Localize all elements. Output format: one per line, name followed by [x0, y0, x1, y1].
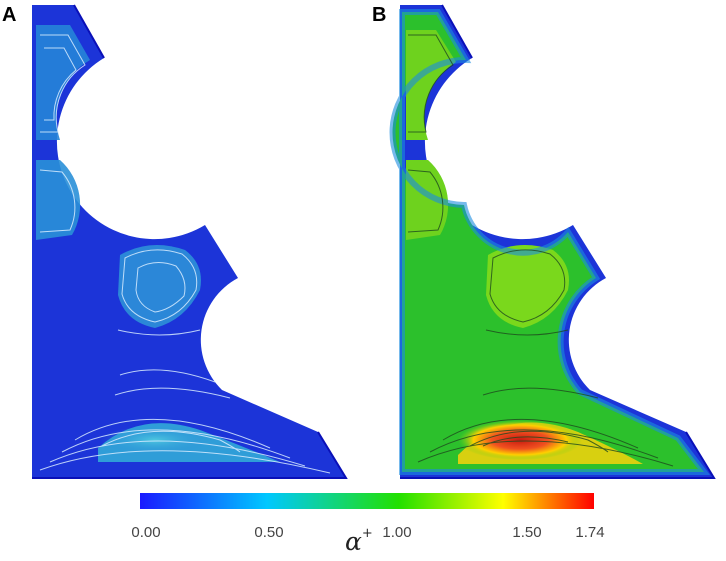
panel-a-field — [32, 4, 348, 479]
colorbar-tick-1: 0.50 — [254, 524, 284, 541]
panel-b-label: B — [372, 4, 387, 26]
colorbar-title: α+ — [345, 525, 373, 556]
panel-b-field — [389, 4, 716, 479]
colorbar-tick-0: 0.00 — [131, 524, 161, 541]
colorbar-tick-3: 1.50 — [512, 524, 542, 541]
colorbar-tick-4: 1.74 — [575, 524, 605, 541]
colorbar — [140, 493, 594, 509]
colorbar-symbol: α — [345, 527, 362, 556]
panel-a-label: A — [2, 4, 17, 26]
colorbar-tick-2: 1.00 — [382, 524, 412, 541]
colorbar-superscript: + — [361, 525, 373, 541]
panel-a-domain — [32, 5, 346, 478]
